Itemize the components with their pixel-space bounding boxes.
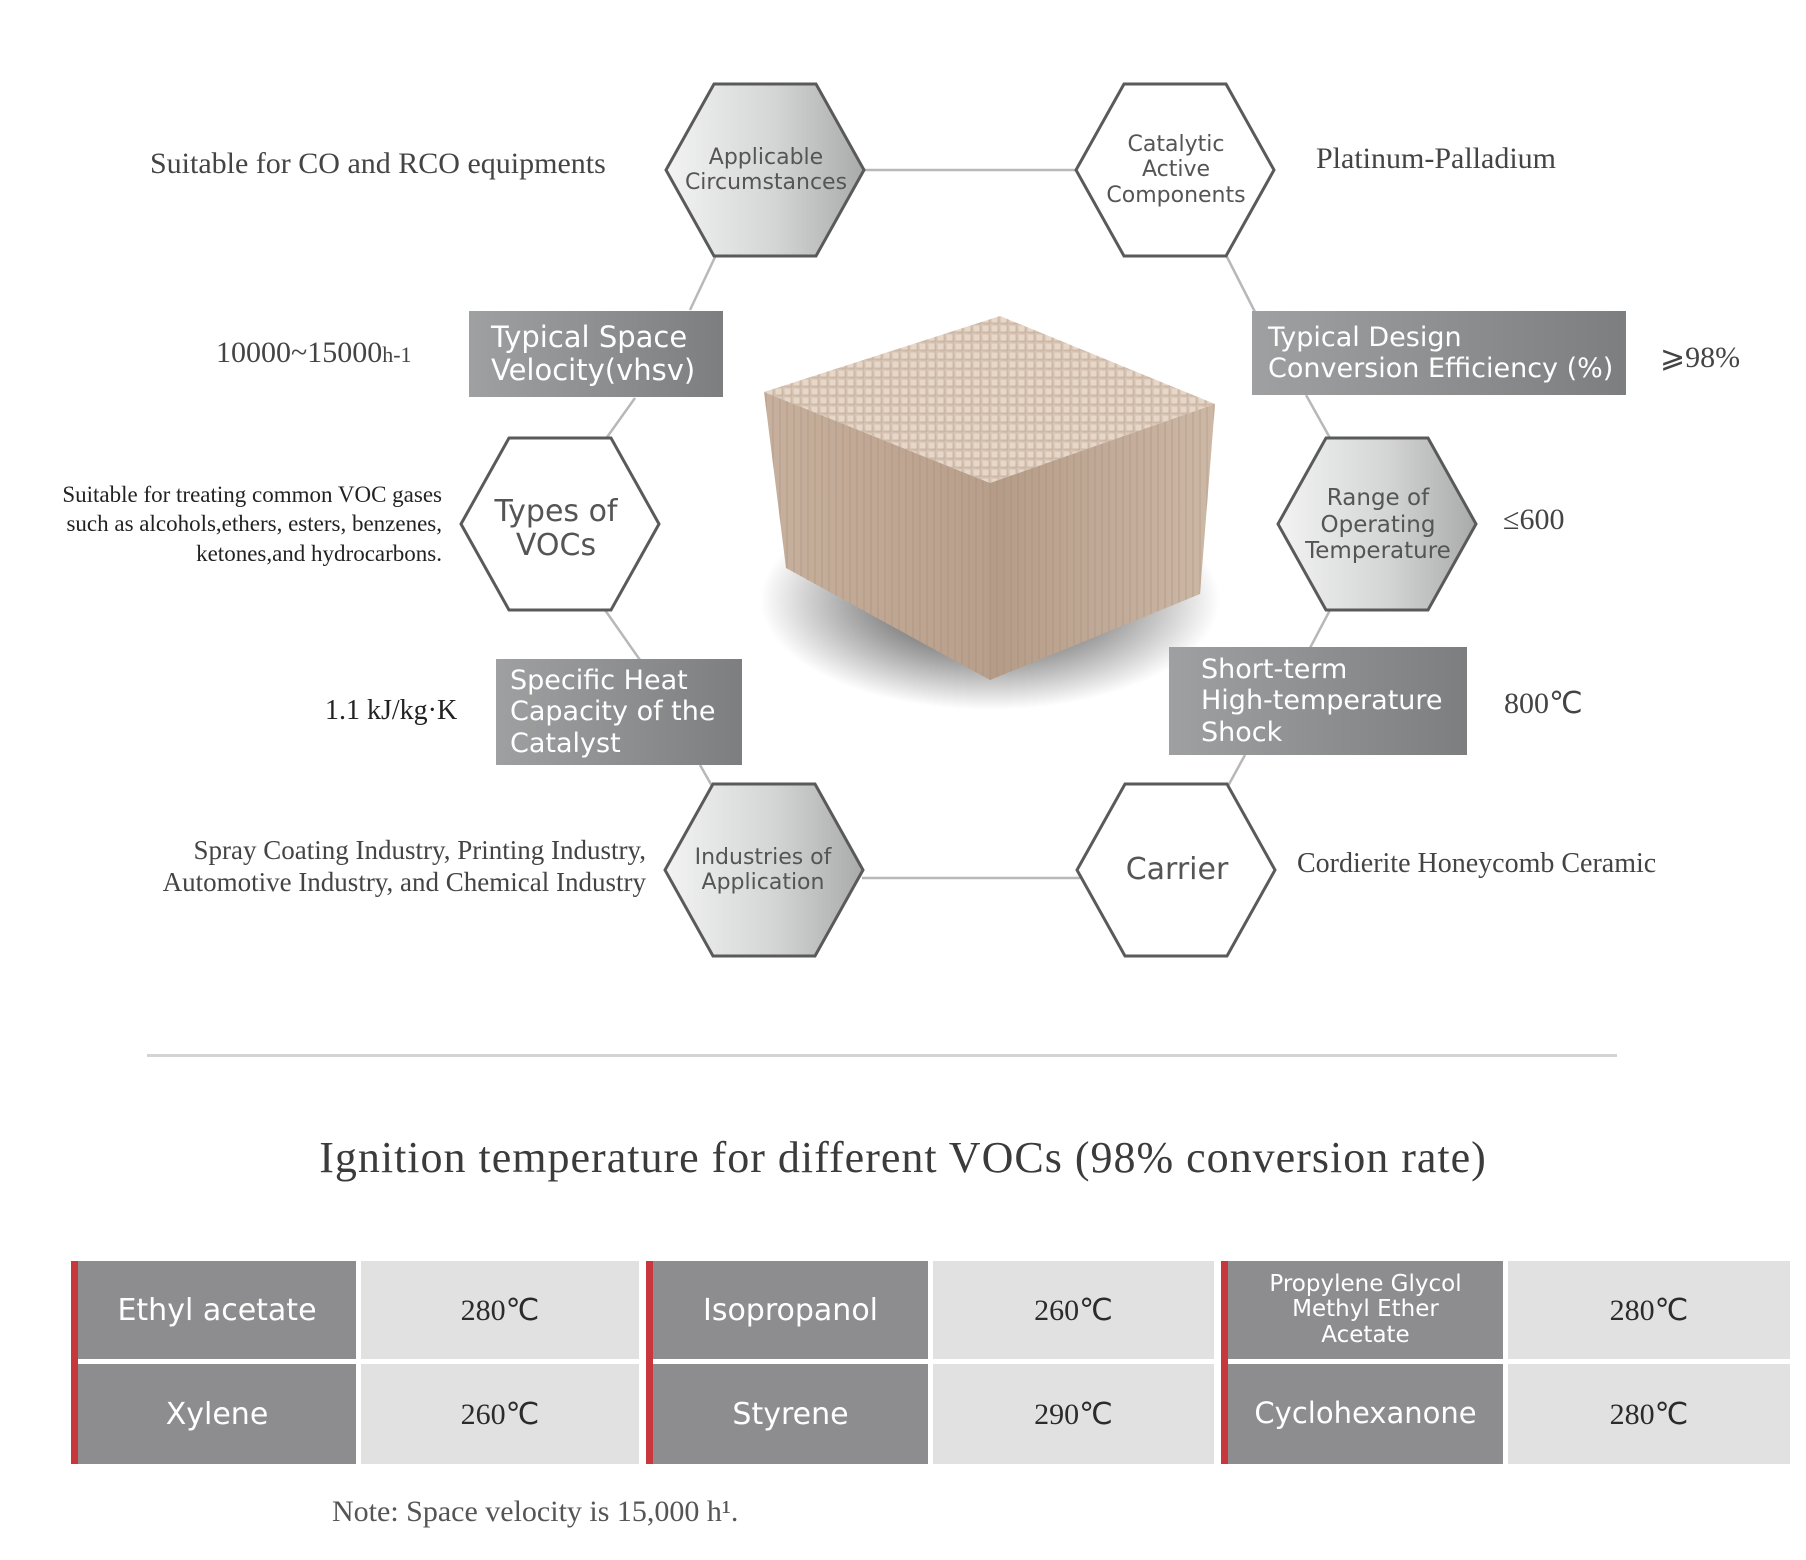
table-cell-name: Xylene bbox=[78, 1364, 356, 1464]
hex-range-temp bbox=[1276, 436, 1478, 612]
box-space-velocity: Typical Space Velocity(vhsv) bbox=[469, 311, 723, 397]
value-range-temp: ≤600 bbox=[1503, 503, 1565, 536]
table-cell-temp: 260℃ bbox=[361, 1364, 639, 1464]
diagram-graphics bbox=[459, 82, 1478, 958]
value-industries: Spray Coating Industry, Printing Industr… bbox=[162, 835, 646, 898]
value-space-velocity-number: 10000~15000 bbox=[216, 336, 383, 369]
table-cell-temp: 280℃ bbox=[1508, 1364, 1790, 1464]
hex-applicable-label: Applicable Circumstances bbox=[684, 144, 848, 195]
accent-bar-col3 bbox=[1221, 1261, 1228, 1464]
hex-catalytic-label: Catalytic Active Components bbox=[1106, 132, 1246, 208]
value-heat-capacity: 1.1 kJ/kg·K bbox=[325, 695, 458, 726]
honeycomb-ceramic-image bbox=[760, 316, 1220, 710]
box-heat-capacity: Specific Heat Capacity of the Catalyst bbox=[496, 659, 742, 765]
hex-industries-label: Industries of Application bbox=[694, 844, 832, 895]
table-cell-temp: 280℃ bbox=[1508, 1261, 1790, 1359]
hex-industries bbox=[663, 782, 865, 958]
hex-types-vocs-label: Types of VOCs bbox=[494, 493, 618, 563]
table-note: Note: Space velocity is 15,000 h¹. bbox=[332, 1495, 739, 1528]
value-catalytic: Platinum-Palladium bbox=[1316, 142, 1556, 175]
box-shock: Short-term High-temperature Shock bbox=[1169, 647, 1467, 755]
table-cell-name: Isopropanol bbox=[653, 1261, 928, 1359]
value-shock: 800℃ bbox=[1504, 687, 1583, 720]
section-divider bbox=[147, 1054, 1617, 1057]
value-space-velocity-unit: h-1 bbox=[382, 342, 412, 367]
hex-carrier-label: Carrier bbox=[1125, 851, 1229, 887]
table-cell-temp: 290℃ bbox=[933, 1364, 1214, 1464]
hex-carrier bbox=[1075, 782, 1277, 958]
box-conversion-efficiency: Typical Design Conversion Efficiency (%) bbox=[1252, 311, 1626, 395]
table-cell-name: Cyclohexanone bbox=[1228, 1364, 1503, 1464]
table-cell-temp: 260℃ bbox=[933, 1261, 1214, 1359]
value-carrier: Cordierite Honeycomb Ceramic bbox=[1297, 848, 1657, 879]
hex-types-vocs bbox=[459, 436, 661, 612]
value-types-vocs: Suitable for treating common VOC gases s… bbox=[62, 482, 442, 566]
accent-bar-col1 bbox=[71, 1261, 78, 1464]
hex-range-temp-label: Range of Operating Temperature bbox=[1305, 485, 1451, 565]
table-cell-temp: 280℃ bbox=[361, 1261, 639, 1359]
value-conversion: ⩾98% bbox=[1660, 341, 1741, 374]
connector-lines bbox=[603, 168, 1332, 880]
table-cell-name: Styrene bbox=[653, 1364, 928, 1464]
value-applicable: Suitable for CO and RCO equipments bbox=[150, 147, 606, 180]
value-space-velocity: 10000~15000h-1 bbox=[216, 336, 412, 370]
table-title: Ignition temperature for different VOCs … bbox=[319, 1133, 1487, 1182]
table-cell-name: Ethyl acetate bbox=[78, 1261, 356, 1359]
hex-applicable bbox=[664, 82, 866, 258]
accent-bar-col2 bbox=[646, 1261, 653, 1464]
hex-catalytic bbox=[1074, 82, 1276, 258]
table-cell-name: Propylene Glycol Methyl Ether Acetate bbox=[1228, 1261, 1503, 1359]
